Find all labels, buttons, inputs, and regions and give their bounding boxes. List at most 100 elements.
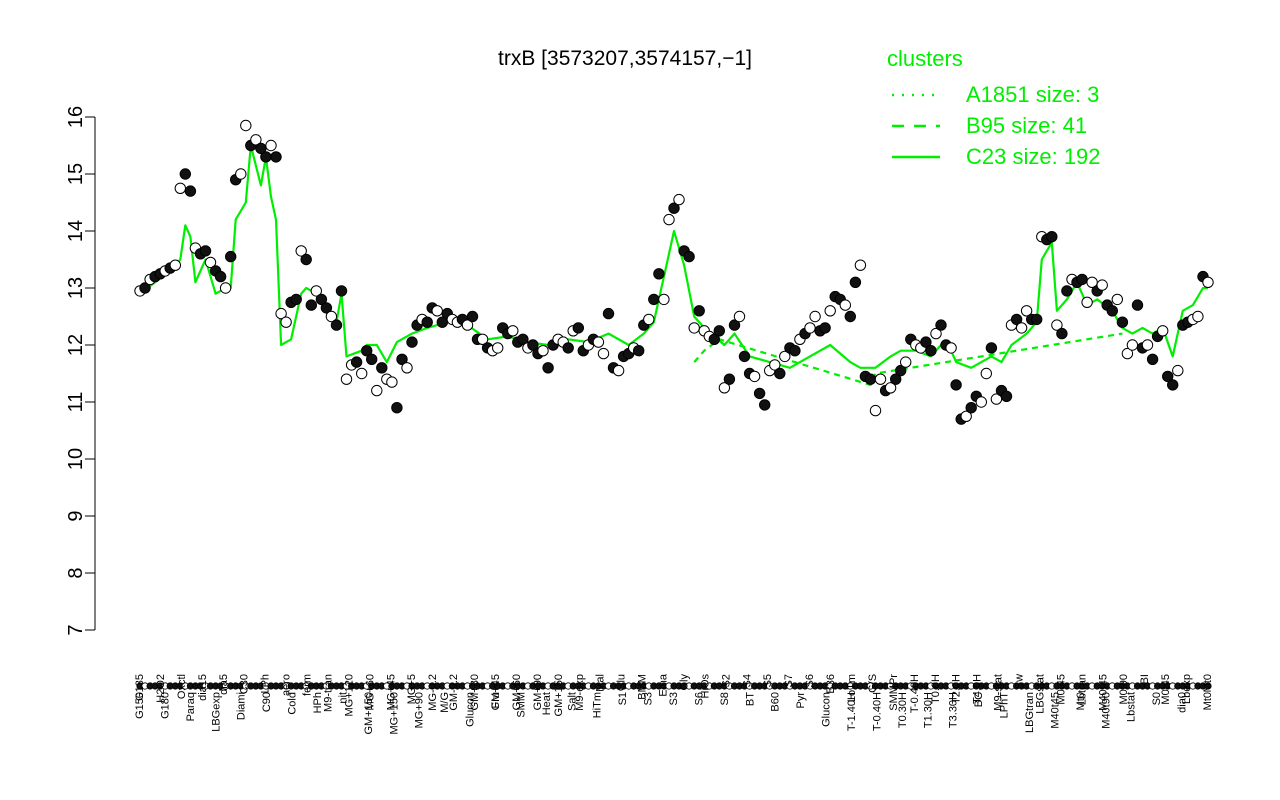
data-point — [401, 362, 413, 374]
x-tick-label: S7 — [783, 674, 795, 687]
data-point — [643, 313, 655, 326]
x-tick-label: S1 — [617, 692, 629, 705]
data-point — [356, 367, 368, 380]
data-point — [844, 310, 856, 323]
data-point — [633, 345, 645, 357]
data-point — [824, 305, 836, 317]
x-tick-label: dia0 — [1177, 692, 1189, 713]
data-point — [1031, 313, 1043, 326]
data-point — [658, 293, 670, 306]
x-tick-label: MG+150 — [388, 692, 400, 735]
data-point — [713, 325, 725, 337]
y-tick-label: 8 — [65, 567, 87, 578]
x-tick-label: Mt0 — [1075, 692, 1087, 710]
x-tick-label: M0t45 — [1160, 674, 1172, 705]
x-tick-label: T4.0H — [972, 674, 984, 704]
data-point — [985, 342, 998, 354]
data-point — [1061, 285, 1073, 297]
x-tick-label: S0 — [1151, 692, 1163, 705]
data-point — [507, 325, 519, 337]
x-tick-label: LPhT — [999, 692, 1011, 719]
data-point — [602, 307, 615, 320]
x-tick-label: Paraq — [185, 692, 197, 721]
x-tick-label: S8 — [719, 692, 731, 705]
x-tick-label: Cold — [287, 692, 299, 715]
data-point — [920, 336, 932, 348]
y-tick-label: 15 — [65, 163, 87, 185]
data-point — [1106, 305, 1119, 317]
data-point — [1146, 353, 1159, 365]
x-tick-label: M0t45 — [1055, 674, 1067, 705]
data-point — [950, 379, 962, 391]
data-point — [708, 333, 720, 345]
data-point — [371, 384, 383, 397]
data-point — [260, 151, 272, 163]
x-tick-label: G135 — [134, 674, 146, 701]
legend-entry-b95: B95 size: 41 — [966, 113, 1087, 138]
y-tick-label: 7 — [65, 624, 87, 635]
data-point — [350, 356, 363, 368]
x-rug-mark — [1204, 682, 1212, 690]
x-tick-label: MG+60 — [364, 674, 376, 710]
data-point — [1051, 319, 1063, 331]
data-point — [1081, 296, 1093, 308]
x-tick-label: M9-stat — [993, 674, 1005, 711]
legend-entry-c23: C23 size: 192 — [966, 144, 1101, 169]
data-point — [1046, 231, 1058, 243]
data-point — [466, 310, 479, 323]
x-tick-label: Fru — [490, 692, 502, 709]
data-point — [542, 362, 554, 374]
data-point — [1056, 327, 1068, 340]
data-point — [315, 293, 328, 306]
data-point — [673, 193, 685, 206]
data-point — [396, 353, 408, 365]
x-tick-label: Mt0 — [1202, 692, 1214, 710]
data-point — [890, 373, 902, 385]
series-line-0 — [139, 144, 1208, 369]
x-tick-label: Glu — [616, 674, 628, 691]
data-point — [250, 134, 262, 146]
data-point — [527, 339, 539, 351]
x-tick-label: ferm — [302, 674, 314, 696]
data-point — [572, 322, 584, 334]
x-tick-label: M40t45 — [1097, 674, 1109, 711]
x-tick-label: Heat — [541, 692, 553, 715]
data-point — [1141, 339, 1154, 351]
data-point — [945, 342, 957, 354]
data-point — [320, 302, 333, 314]
data-point — [1096, 279, 1108, 291]
x-tick-label: B36 — [825, 674, 837, 694]
data-point — [421, 316, 433, 328]
x-tick-label: M40t45 — [1049, 692, 1061, 729]
x-tick-label: Lbtran — [1076, 674, 1088, 705]
x-tick-label: BMM — [637, 674, 649, 700]
data-point — [975, 396, 987, 408]
x-tick-label: T-0.40H — [871, 692, 883, 731]
x-tick-label: SMM — [515, 692, 527, 718]
data-point — [1126, 339, 1139, 351]
x-tick-label: Gly — [679, 674, 691, 691]
y-tick-label: 9 — [65, 510, 87, 521]
x-tick-label: Mt0 — [1202, 674, 1214, 692]
data-point — [406, 336, 418, 348]
legend-entry-a1851: A1851 size: 3 — [966, 82, 1099, 107]
data-point — [461, 319, 474, 331]
x-tick-label: GM+90 — [532, 674, 544, 710]
data-point — [693, 305, 705, 317]
x-tick-label: G150 — [134, 692, 146, 719]
data-point — [179, 168, 192, 180]
data-point — [864, 373, 877, 385]
data-point — [683, 250, 695, 263]
data-point — [1192, 310, 1204, 323]
data-point — [930, 327, 942, 340]
x-tick-label: T1.30H — [922, 692, 934, 728]
data-point — [305, 299, 317, 311]
x-tick-label: Glucon — [465, 692, 477, 727]
data-point — [335, 285, 348, 297]
x-tick-label: Lbstat — [1126, 692, 1138, 722]
x-tick-label: MG+5 — [406, 674, 418, 704]
data-point — [1076, 273, 1088, 286]
data-point — [174, 182, 187, 195]
data-point — [668, 202, 680, 214]
x-tick-label: MG+90 — [414, 692, 426, 728]
